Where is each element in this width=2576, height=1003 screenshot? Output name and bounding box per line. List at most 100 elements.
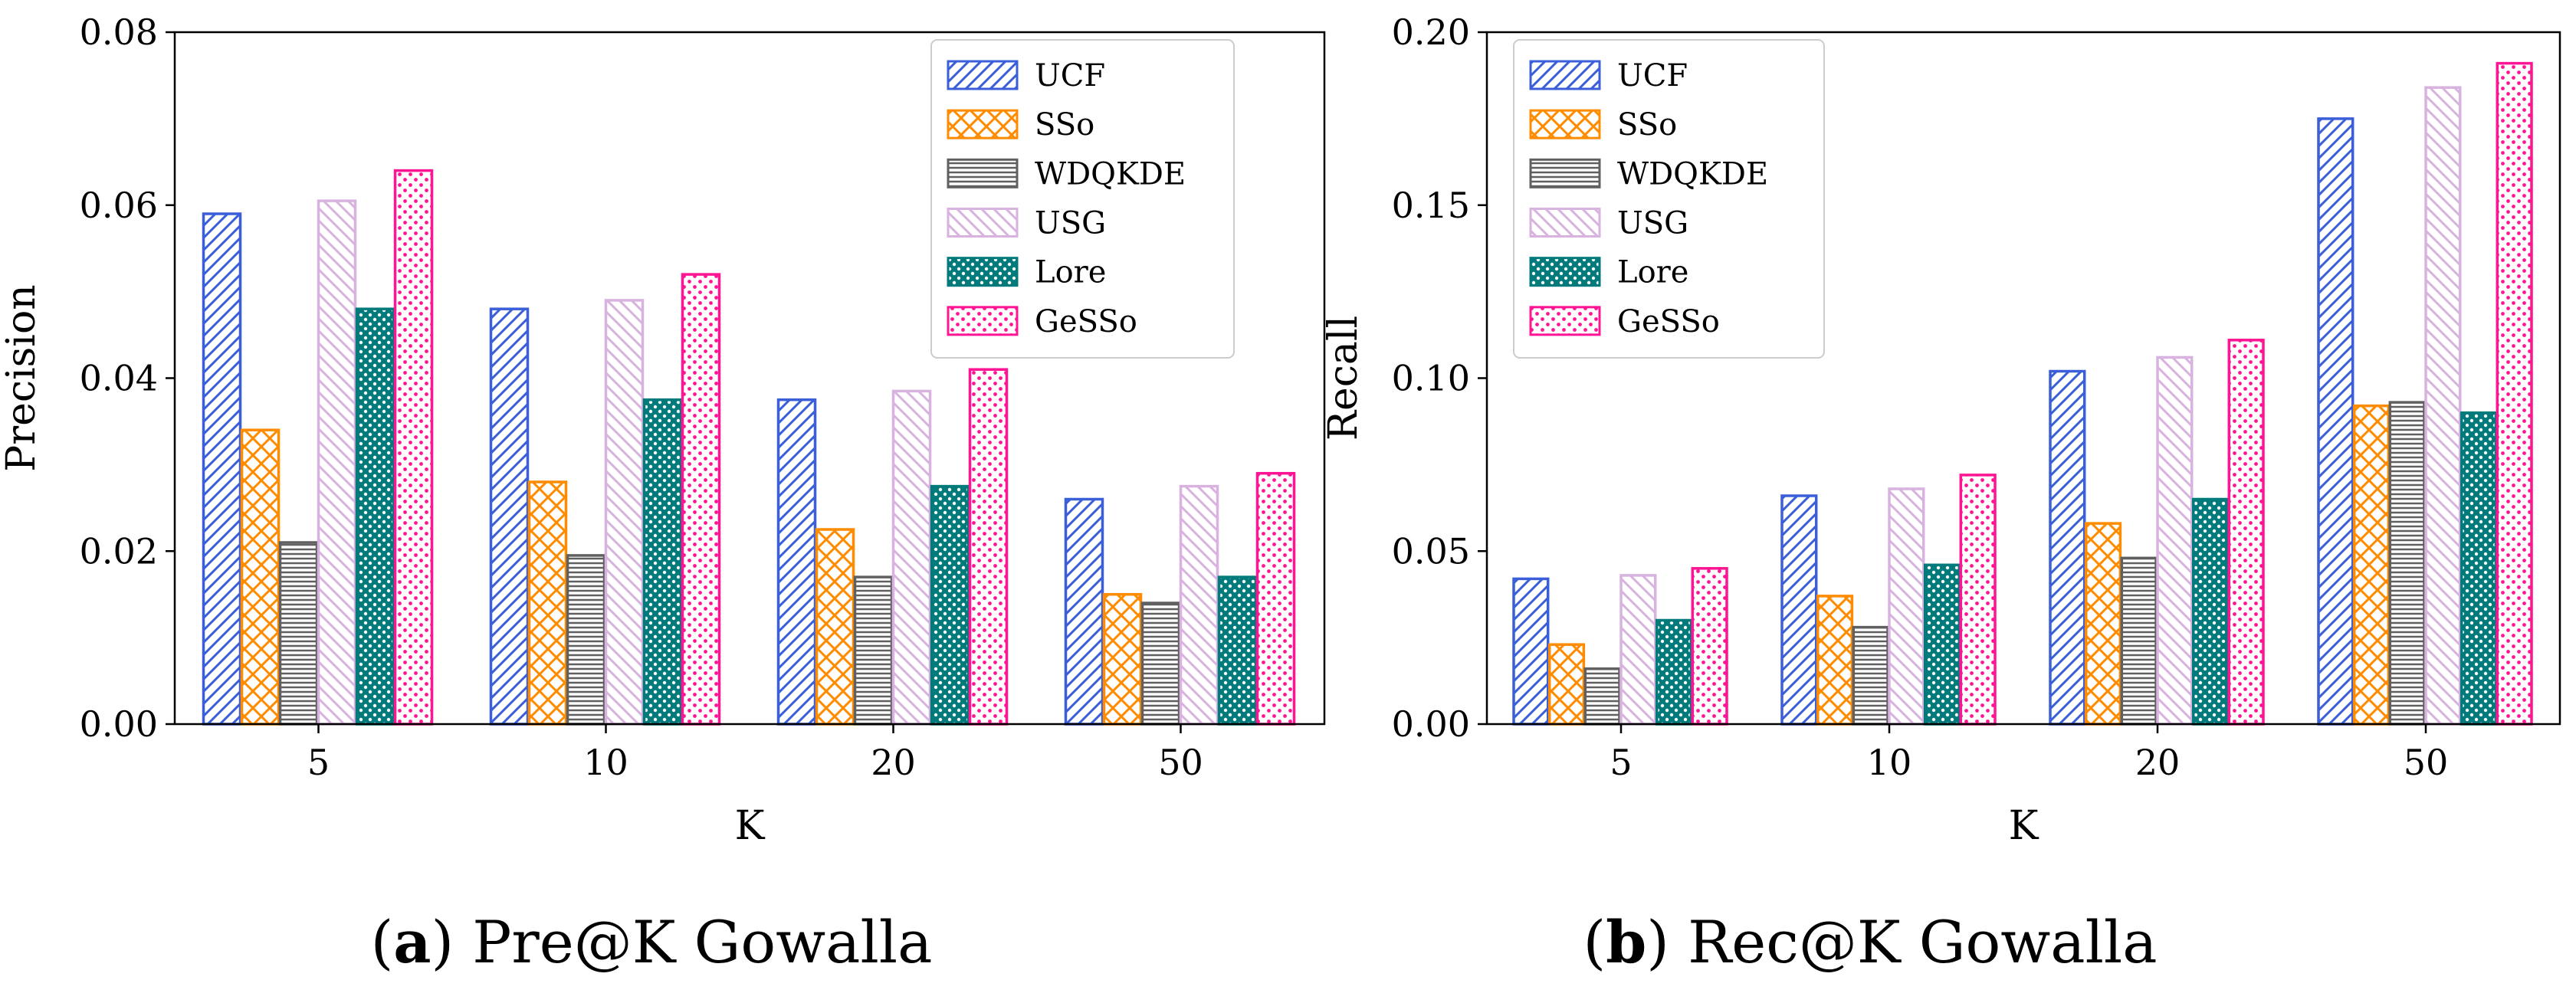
legend-swatch-usg	[1529, 208, 1601, 238]
bar-lore-k5	[1655, 618, 1693, 726]
legend-label-wdqkde: WDQKDE	[1617, 156, 1768, 192]
y-tick-label: 0.00	[80, 703, 158, 745]
bar-wdqkde-k10	[566, 554, 606, 726]
bar-ucf-k20	[776, 398, 817, 726]
bar-lore-k20	[930, 484, 970, 726]
bar-wdqkde-k20	[853, 575, 894, 726]
bar-usg-k10	[1888, 487, 1925, 726]
x-tick-label: 5	[1610, 742, 1632, 783]
bar-usg-k5	[1619, 574, 1657, 726]
legend-swatch-sso	[947, 109, 1019, 139]
y-tick-label: 0.20	[1392, 11, 1470, 53]
bar-sso-k50	[1102, 592, 1143, 726]
legend-swatch-lore	[1529, 257, 1601, 287]
x-tick-label: 10	[583, 742, 628, 783]
y-axis-label: Recall	[1321, 316, 1367, 441]
legend-label-sso: SSo	[1617, 107, 1677, 143]
caption-a-text: Pre@K Gowalla	[454, 908, 933, 976]
caption-b: (b) Rec@K Gowalla	[1583, 908, 2158, 976]
chart-precision: 0.00 0.02 0.04 0.06 0.08 5 10 20 50 K Precision UCF…	[0, 11, 1326, 849]
legend: UCF SSo WDQKDE USG Lore GeSSo	[930, 39, 1235, 359]
y-axis-label: Precision	[0, 284, 44, 472]
legend-label-lore: Lore	[1035, 255, 1106, 290]
bar-ucf-k5	[1512, 577, 1550, 726]
bar-gesso-k20	[968, 368, 1009, 726]
legend-swatch-gesso	[947, 306, 1019, 336]
bar-ucf-k50	[1064, 497, 1104, 726]
bar-usg-k50	[2424, 86, 2462, 726]
legend-label-usg: USG	[1035, 206, 1106, 241]
bar-sso-k20	[2084, 522, 2122, 726]
bar-wdqkde-k5	[1583, 667, 1621, 726]
bar-lore-k10	[1923, 563, 1961, 726]
bar-gesso-k20	[2227, 339, 2265, 726]
y-tick-label: 0.02	[80, 530, 158, 572]
x-axis-label: K	[735, 803, 766, 849]
y-tick-label: 0.15	[1392, 185, 1470, 226]
bar-lore-k5	[355, 307, 395, 726]
legend-label-ucf: UCF	[1617, 58, 1688, 93]
bar-wdqkde-k50	[1140, 601, 1181, 726]
legend-swatch-wdqkde	[947, 158, 1019, 188]
bar-usg-k20	[891, 389, 932, 726]
x-tick-label: 50	[2404, 742, 2449, 783]
legend-swatch-ucf	[947, 60, 1019, 90]
legend-swatch-usg	[947, 208, 1019, 238]
bar-wdqkde-k10	[1852, 625, 1889, 726]
bar-sso-k50	[2352, 404, 2391, 726]
x-axis-label: K	[2009, 803, 2039, 849]
bar-lore-k20	[2191, 497, 2230, 726]
y-tick-label: 0.06	[80, 185, 158, 226]
legend-label-usg: USG	[1617, 206, 1688, 241]
bar-ucf-k20	[2049, 369, 2086, 726]
bar-wdqkde-k20	[2120, 556, 2158, 726]
legend-label-ucf: UCF	[1035, 58, 1105, 93]
legend-label-wdqkde: WDQKDE	[1035, 156, 1186, 192]
bar-usg-k5	[317, 199, 357, 726]
y-tick-label: 0.08	[80, 11, 158, 53]
legend-swatch-wdqkde	[1529, 158, 1601, 188]
bar-gesso-k50	[2496, 61, 2533, 726]
bar-sso-k5	[240, 428, 281, 726]
bar-gesso-k5	[393, 169, 434, 726]
x-tick-label: 10	[1867, 742, 1912, 783]
caption-a: (a) Pre@K Gowalla	[370, 908, 933, 976]
legend-label-sso: SSo	[1035, 107, 1094, 143]
legend-label-gesso: GeSSo	[1617, 304, 1720, 339]
bar-wdqkde-k50	[2388, 401, 2426, 726]
bar-lore-k50	[2460, 411, 2498, 726]
legend-swatch-ucf	[1529, 60, 1601, 90]
bar-usg-k50	[1179, 484, 1219, 726]
bar-lore-k50	[1217, 575, 1258, 726]
bar-gesso-k50	[1255, 471, 1296, 726]
y-tick-label: 0.10	[1392, 358, 1470, 399]
x-tick-label: 20	[871, 742, 916, 783]
bar-sso-k10	[527, 480, 568, 726]
bar-usg-k10	[604, 299, 645, 726]
x-tick-label: 20	[2135, 742, 2181, 783]
bar-ucf-k50	[2317, 117, 2354, 726]
x-tick-label: 5	[307, 742, 330, 783]
bar-sso-k20	[815, 528, 855, 726]
legend: UCF SSo WDQKDE USG Lore GeSSo	[1513, 39, 1825, 359]
bar-sso-k10	[1816, 595, 1854, 726]
legend-swatch-gesso	[1529, 306, 1601, 336]
bar-gesso-k10	[1959, 474, 1997, 726]
legend-label-gesso: GeSSo	[1035, 304, 1137, 339]
caption-b-letter: b	[1606, 908, 1647, 976]
caption-b-text: Rec@K Gowalla	[1669, 908, 2158, 976]
y-tick-label: 0.04	[80, 358, 158, 399]
bar-ucf-k5	[202, 212, 242, 726]
x-tick-label: 50	[1158, 742, 1203, 783]
bar-usg-k20	[2156, 356, 2194, 726]
legend-label-lore: Lore	[1617, 255, 1688, 290]
bar-gesso-k5	[1691, 567, 1728, 726]
legend-swatch-sso	[1529, 109, 1601, 139]
bar-gesso-k10	[681, 273, 721, 726]
legend-swatch-lore	[947, 257, 1019, 287]
caption-a-letter: a	[393, 908, 432, 976]
bar-sso-k5	[1547, 643, 1586, 726]
bar-ucf-k10	[489, 307, 530, 726]
bar-wdqkde-k5	[278, 541, 319, 726]
